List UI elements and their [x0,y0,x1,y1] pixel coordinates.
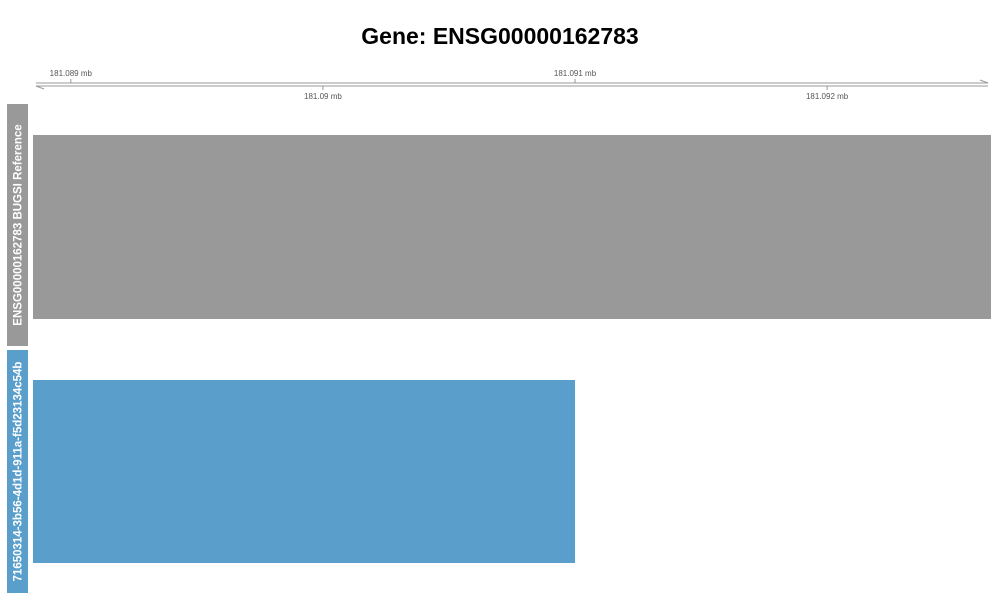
axis-ticks: 181.089 mb 181.091 mb 181.09 mb 181.092 mb [50,69,849,101]
axis-tick-label: 181.091 mb [554,69,597,78]
track-sample: 71650314-3b56-4d1d-911a-f5d23134c54b [7,350,576,593]
track-label-background [7,104,28,346]
axis-tick-label: 181.09 mb [304,92,342,101]
track-label-background [7,350,28,593]
axis-arrow-left [35,85,45,90]
tracks: ENSG00000162783 BUGSI Reference 71650314… [7,104,991,593]
track-label-reference: ENSG00000162783 BUGSI Reference [13,124,25,325]
track-label-sample: 71650314-3b56-4d1d-911a-f5d23134c54b [13,362,25,582]
axis-arrow-right [979,79,989,84]
track-bar-sample [33,380,576,563]
track-bar-reference [33,135,991,319]
axis-tick-label: 181.089 mb [50,69,93,78]
chart-title: Gene: ENSG00000162783 [361,23,638,49]
genome-axis: 181.089 mb 181.091 mb 181.09 mb 181.092 mb [35,69,989,101]
track-reference: ENSG00000162783 BUGSI Reference [7,104,991,346]
axis-tick-label: 181.092 mb [806,92,849,101]
